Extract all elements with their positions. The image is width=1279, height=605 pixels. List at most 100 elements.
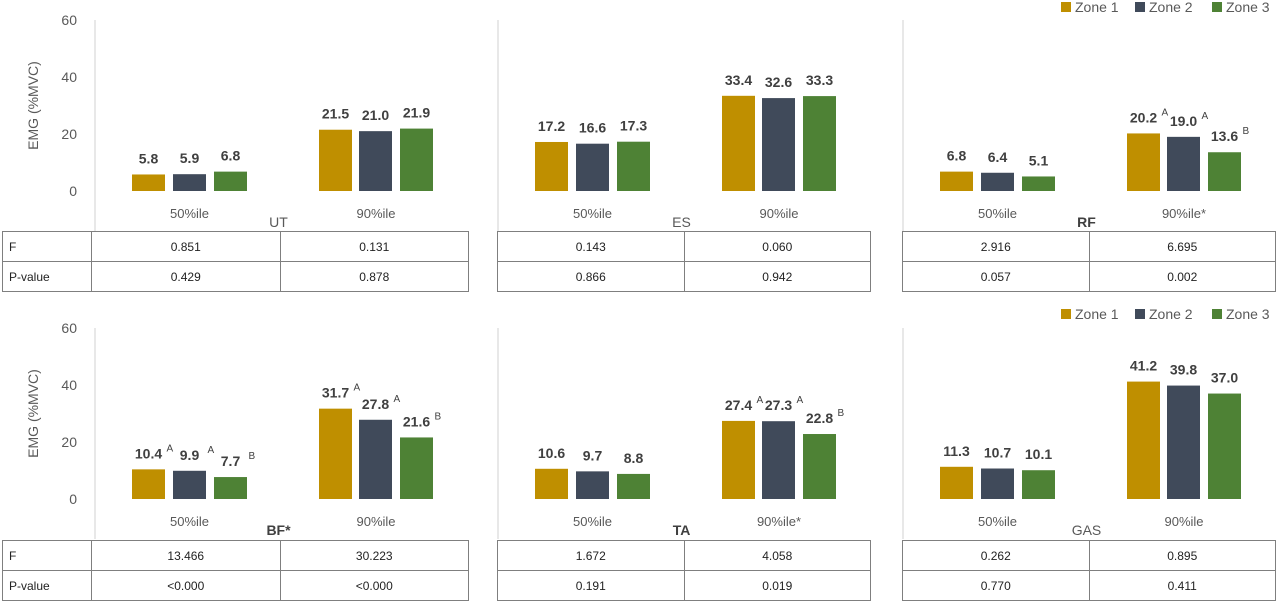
bar (1127, 381, 1160, 499)
legend-swatch (1135, 309, 1145, 319)
bar (1167, 385, 1200, 499)
y-tick-label: 40 (61, 69, 77, 85)
bar (1167, 136, 1200, 191)
significance-letter: B (838, 408, 845, 419)
data-label: 39.8 (1170, 362, 1197, 378)
bar (762, 98, 795, 191)
y-tick-label: 0 (69, 491, 77, 507)
y-tick-label: 40 (61, 377, 77, 393)
data-label: 10.7 (984, 445, 1011, 461)
stats-value: 0.411 (1088, 570, 1276, 601)
bar (576, 143, 609, 191)
data-label: 21.6 (403, 413, 430, 429)
significance-letter: B (249, 451, 256, 462)
stats-row: F 0.851 0.131 (2, 231, 469, 262)
category-label: 90%ile (356, 514, 395, 529)
data-label: 27.3 (765, 397, 792, 413)
bar (400, 437, 433, 499)
stats-table: 1.672 4.058 0.191 0.019 (497, 540, 871, 601)
data-label: 22.8 (806, 410, 833, 426)
bar (1127, 133, 1160, 191)
bar (535, 141, 568, 191)
legend-swatch (1212, 2, 1222, 12)
data-label: 13.6 (1211, 128, 1238, 144)
significance-letter: A (797, 395, 804, 406)
bar (173, 174, 206, 191)
data-label: 17.2 (538, 118, 565, 134)
panel-title: GAS (1072, 522, 1102, 538)
bar (803, 434, 836, 499)
data-label: 27.4 (725, 397, 752, 413)
significance-letter: A (394, 394, 401, 405)
bar (319, 129, 352, 191)
legend-swatch (1061, 2, 1071, 12)
data-label: 20.2 (1130, 109, 1157, 125)
bar (762, 421, 795, 499)
y-axis-label: EMG (%MVC) (25, 369, 41, 458)
data-label: 5.8 (139, 150, 159, 166)
bar (1022, 176, 1055, 191)
bar (535, 468, 568, 499)
stats-value: 0.770 (902, 570, 1090, 601)
category-label: 90%ile (1164, 514, 1203, 529)
stats-value: 30.223 (279, 540, 469, 571)
bar (214, 477, 247, 499)
data-label: 33.3 (806, 72, 833, 88)
data-label: 31.7 (322, 385, 349, 401)
data-label: 7.7 (221, 453, 241, 469)
y-tick-label: 20 (61, 434, 77, 450)
stats-value: 4.058 (683, 540, 871, 571)
panel-title: ES (672, 214, 691, 230)
category-label: 50%ile (573, 206, 612, 221)
stats-value: 0.057 (902, 261, 1090, 292)
significance-letter: A (1162, 107, 1169, 118)
category-label: 50%ile (978, 206, 1017, 221)
bar (617, 473, 650, 499)
category-label: 50%ile (978, 514, 1017, 529)
data-label: 11.3 (943, 443, 970, 459)
stats-value: 1.672 (497, 540, 685, 571)
stats-value: <0.000 (91, 570, 281, 601)
stats-row: 0.262 0.895 (902, 540, 1276, 571)
bar (617, 141, 650, 191)
y-axis-label: EMG (%MVC) (25, 61, 41, 150)
data-label: 19.0 (1170, 113, 1197, 129)
stats-value: 0.143 (497, 231, 685, 262)
stats-row: F 13.466 30.223 (2, 540, 469, 571)
data-label: 17.3 (620, 118, 647, 134)
y-tick-label: 60 (61, 12, 77, 28)
data-label: 8.8 (624, 450, 644, 466)
stats-value: <0.000 (279, 570, 469, 601)
data-label: 27.8 (362, 396, 389, 412)
significance-letter: A (354, 383, 361, 394)
panel-title: BF* (266, 522, 291, 538)
significance-letter: A (1202, 111, 1209, 122)
stats-row: P-value <0.000 <0.000 (2, 570, 469, 601)
category-label: 90%ile* (1162, 206, 1206, 221)
bar (722, 420, 755, 499)
stats-row-label: P-value (2, 570, 92, 601)
stats-table: F 0.851 0.131 P-value 0.429 0.878 (2, 231, 469, 292)
y-tick-label: 0 (69, 183, 77, 199)
data-label: 6.8 (221, 148, 241, 164)
data-label: 32.6 (765, 74, 792, 90)
data-label: 9.7 (583, 447, 603, 463)
significance-letter: A (167, 443, 174, 454)
significance-letter: B (435, 411, 442, 422)
legend-label: Zone 3 (1226, 0, 1270, 15)
legend-label: Zone 2 (1149, 0, 1193, 15)
stats-row: 1.672 4.058 (497, 540, 871, 571)
stats-value: 0.019 (683, 570, 871, 601)
category-label: 90%ile (356, 206, 395, 221)
stats-value: 0.262 (902, 540, 1090, 571)
bar (1208, 152, 1241, 191)
stats-table: 0.143 0.060 0.866 0.942 (497, 231, 871, 292)
stats-value: 2.916 (902, 231, 1090, 262)
legend-label: Zone 1 (1075, 0, 1119, 15)
stats-row: 0.191 0.019 (497, 570, 871, 601)
bar (319, 408, 352, 499)
stats-value: 0.866 (497, 261, 685, 292)
data-label: 5.1 (1029, 152, 1049, 168)
panel-title: UT (269, 214, 288, 230)
